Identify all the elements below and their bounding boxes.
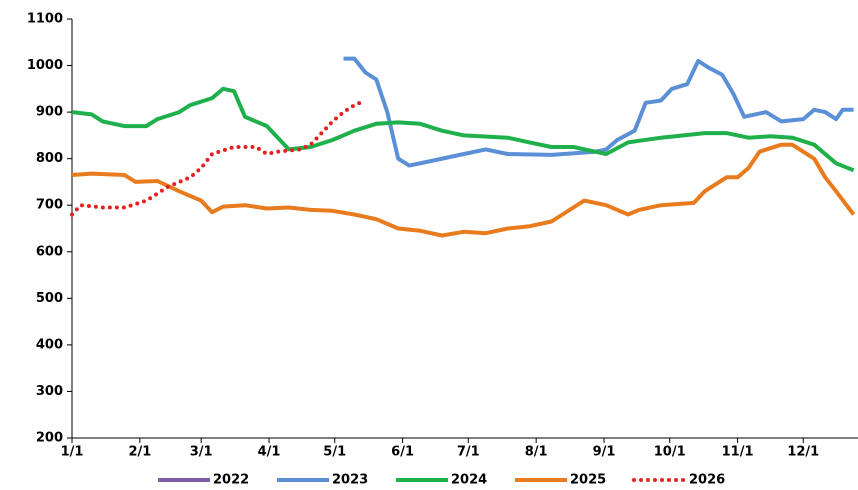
y-tick-label: 900 bbox=[36, 105, 63, 120]
legend-label: 2025 bbox=[570, 473, 606, 488]
x-tick-label: 6/1 bbox=[391, 445, 414, 460]
x-tick-label: 4/1 bbox=[258, 445, 281, 460]
x-tick-label: 7/1 bbox=[457, 445, 480, 460]
legend-label: 2024 bbox=[451, 473, 487, 488]
x-tick-label: 11/1 bbox=[722, 445, 754, 460]
series-line bbox=[71, 86, 855, 173]
y-tick-label: 700 bbox=[36, 198, 63, 213]
x-tick-label: 3/1 bbox=[190, 445, 213, 460]
x-tick-label: 5/1 bbox=[323, 445, 346, 460]
y-tick-label: 1000 bbox=[27, 58, 63, 73]
legend-label: 2023 bbox=[332, 473, 368, 488]
y-tick-label: 800 bbox=[36, 151, 63, 166]
x-tick-label: 10/1 bbox=[654, 445, 686, 460]
x-tick-label: 9/1 bbox=[593, 445, 616, 460]
y-tick-label: 500 bbox=[36, 291, 63, 306]
y-tick-label: 200 bbox=[36, 431, 63, 446]
x-tick-label: 12/1 bbox=[787, 445, 819, 460]
legend-label: 2026 bbox=[689, 473, 725, 488]
y-tick-label: 300 bbox=[36, 384, 63, 399]
legend-label: 2022 bbox=[213, 473, 249, 488]
x-tick-label: 2/1 bbox=[128, 445, 151, 460]
x-tick-label: 8/1 bbox=[525, 445, 548, 460]
y-tick-label: 400 bbox=[36, 337, 63, 352]
series-line bbox=[70, 98, 368, 217]
y-tick-label: 1100 bbox=[27, 12, 63, 27]
series-line bbox=[71, 142, 856, 238]
y-tick-label: 600 bbox=[36, 244, 63, 259]
x-tick-label: 1/1 bbox=[61, 445, 84, 460]
series-line bbox=[343, 56, 854, 168]
